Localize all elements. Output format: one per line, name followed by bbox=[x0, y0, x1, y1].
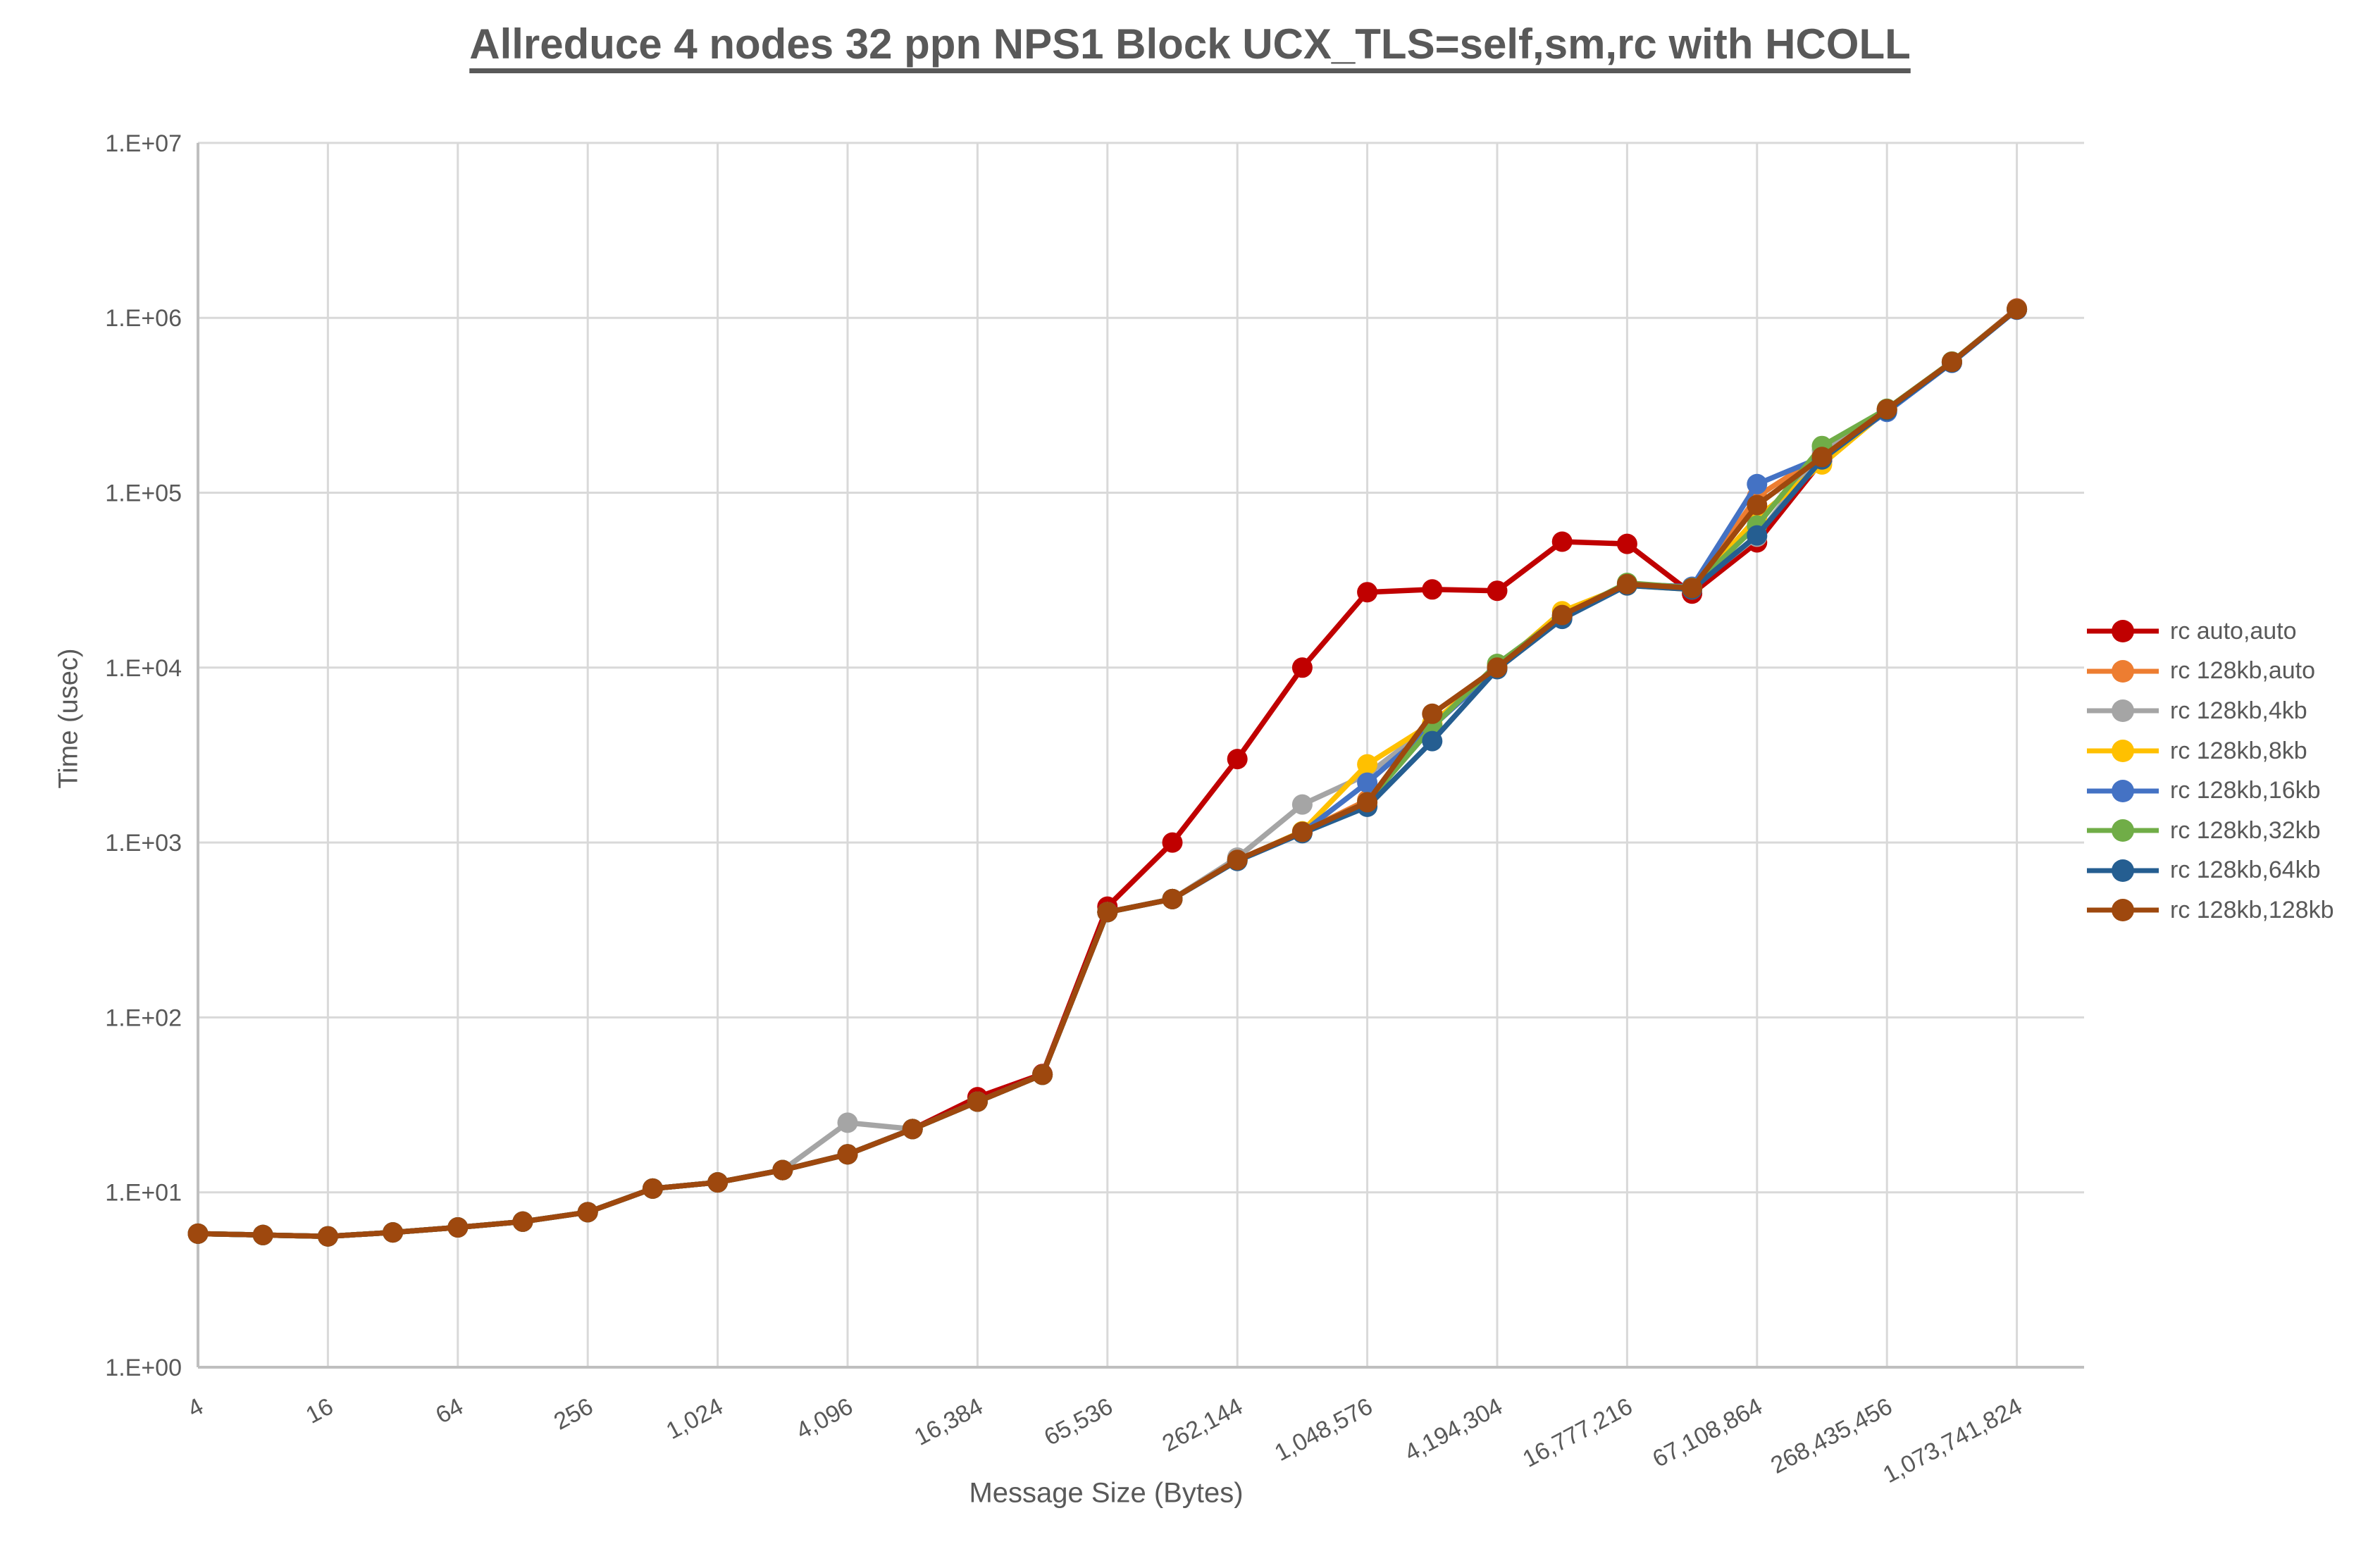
series-marker-1 bbox=[1422, 579, 1443, 600]
series-marker-4 bbox=[1357, 754, 1378, 775]
series-marker-8 bbox=[1422, 703, 1443, 724]
legend-line-marker-icon bbox=[2087, 899, 2159, 922]
y-tick-label: 1.E+06 bbox=[105, 305, 182, 332]
legend-label: rc 128kb,4kb bbox=[2170, 697, 2307, 724]
series-marker-8 bbox=[512, 1211, 533, 1232]
series-marker-1 bbox=[1162, 832, 1183, 853]
x-axis-title: Message Size (Bytes) bbox=[969, 1477, 1244, 1509]
series-marker-3 bbox=[1291, 794, 1313, 815]
series-marker-5 bbox=[1357, 772, 1378, 793]
series-marker-8 bbox=[1811, 447, 1833, 468]
series-marker-8 bbox=[1941, 351, 1962, 373]
legend-item-3: rc 128kb,4kb bbox=[2085, 691, 2374, 731]
legend-item-5: rc 128kb,16kb bbox=[2085, 771, 2374, 811]
y-tick-label: 1.E+02 bbox=[105, 1004, 182, 1031]
series-marker-1 bbox=[1487, 580, 1508, 602]
y-tick-label: 1.E+03 bbox=[105, 830, 182, 857]
series-marker-8 bbox=[1682, 578, 1703, 599]
x-tick-label: 16 bbox=[302, 1393, 337, 1429]
legend-line-marker-icon bbox=[2087, 659, 2159, 683]
legend-line-marker-icon bbox=[2087, 740, 2159, 763]
legend-line-marker-icon bbox=[2087, 819, 2159, 842]
x-tick-label: 4,096 bbox=[792, 1393, 857, 1445]
series-marker-8 bbox=[2007, 299, 2028, 320]
legend: rc auto,auto rc 128kb,auto rc 128kb,4kb rc … bbox=[2085, 611, 2374, 931]
series-marker-8 bbox=[902, 1119, 923, 1140]
legend-item-8: rc 128kb,128kb bbox=[2085, 890, 2374, 931]
x-tick-label: 64 bbox=[431, 1393, 467, 1429]
legend-item-6: rc 128kb,32kb bbox=[2085, 811, 2374, 851]
series-marker-5 bbox=[1747, 473, 1768, 494]
series-marker-8 bbox=[1747, 494, 1768, 516]
x-tick-label: 4 bbox=[183, 1393, 208, 1423]
series-marker-3 bbox=[837, 1112, 858, 1133]
series-marker-8 bbox=[837, 1144, 858, 1165]
legend-item-1: rc auto,auto bbox=[2085, 611, 2374, 652]
y-tick-label: 1.E+00 bbox=[105, 1355, 182, 1381]
x-tick-label: 67,108,864 bbox=[1648, 1393, 1766, 1473]
legend-line-marker-icon bbox=[2087, 620, 2159, 643]
legend-label: rc 128kb,auto bbox=[2170, 657, 2316, 685]
legend-label: rc 128kb,64kb bbox=[2170, 857, 2321, 884]
legend-label: rc auto,auto bbox=[2170, 617, 2297, 645]
x-tick-label: 1,073,741,824 bbox=[1879, 1393, 2027, 1489]
y-tick-label: 1.E+04 bbox=[105, 655, 182, 682]
x-tick-label: 1,024 bbox=[662, 1393, 727, 1445]
legend-label: rc 128kb,16kb bbox=[2170, 777, 2321, 804]
x-tick-label: 16,384 bbox=[910, 1393, 987, 1451]
series-marker-8 bbox=[642, 1178, 663, 1199]
legend-line-marker-icon bbox=[2087, 699, 2159, 723]
legend-line-marker-icon bbox=[2087, 859, 2159, 882]
chart-title: Allreduce 4 nodes 32 ppn NPS1 Block UCX_… bbox=[469, 20, 1911, 68]
series-marker-8 bbox=[772, 1159, 793, 1181]
legend-label: rc 128kb,128kb bbox=[2170, 896, 2334, 923]
series-marker-1 bbox=[1616, 533, 1637, 554]
series-marker-7 bbox=[1422, 730, 1443, 752]
series-marker-8 bbox=[1487, 657, 1508, 678]
series-marker-8 bbox=[967, 1091, 988, 1112]
series-marker-8 bbox=[383, 1222, 404, 1243]
y-tick-label: 1.E+07 bbox=[105, 130, 182, 157]
series-marker-8 bbox=[1097, 902, 1118, 923]
series-marker-1 bbox=[1227, 749, 1248, 770]
legend-item-7: rc 128kb,64kb bbox=[2085, 851, 2374, 891]
legend-label: rc 128kb,32kb bbox=[2170, 816, 2321, 844]
series-marker-8 bbox=[1162, 888, 1183, 909]
series-marker-8 bbox=[707, 1172, 729, 1193]
series-marker-8 bbox=[187, 1223, 209, 1244]
x-tick-label: 268,435,456 bbox=[1766, 1393, 1897, 1479]
x-tick-label: 256 bbox=[550, 1393, 597, 1436]
x-tick-label: 4,194,304 bbox=[1400, 1393, 1506, 1467]
series-marker-8 bbox=[317, 1226, 338, 1247]
legend-item-4: rc 128kb,8kb bbox=[2085, 731, 2374, 771]
series-marker-1 bbox=[1551, 531, 1573, 552]
x-tick-label: 1,048,576 bbox=[1270, 1393, 1377, 1467]
series-marker-7 bbox=[1747, 525, 1768, 546]
legend-label: rc 128kb,8kb bbox=[2170, 737, 2307, 764]
x-tick-label: 16,777,216 bbox=[1518, 1393, 1637, 1473]
y-tick-label: 1.E+01 bbox=[105, 1180, 182, 1207]
x-tick-label: 262,144 bbox=[1158, 1393, 1247, 1457]
legend-item-2: rc 128kb,auto bbox=[2085, 652, 2374, 692]
series-marker-8 bbox=[1551, 604, 1573, 625]
series-marker-8 bbox=[1616, 573, 1637, 595]
series-marker-8 bbox=[1227, 849, 1248, 871]
series-marker-8 bbox=[1357, 792, 1378, 813]
series-marker-8 bbox=[447, 1217, 469, 1238]
series-marker-8 bbox=[1032, 1064, 1053, 1085]
series-marker-1 bbox=[1357, 582, 1378, 603]
series-marker-8 bbox=[252, 1224, 273, 1245]
y-tick-label: 1.E+05 bbox=[105, 480, 182, 507]
series-marker-8 bbox=[1876, 399, 1897, 420]
x-tick-label: 65,536 bbox=[1040, 1393, 1117, 1451]
series-marker-8 bbox=[1291, 821, 1313, 842]
series-marker-8 bbox=[577, 1202, 598, 1223]
legend-line-marker-icon bbox=[2087, 779, 2159, 802]
series-marker-1 bbox=[1291, 657, 1313, 678]
